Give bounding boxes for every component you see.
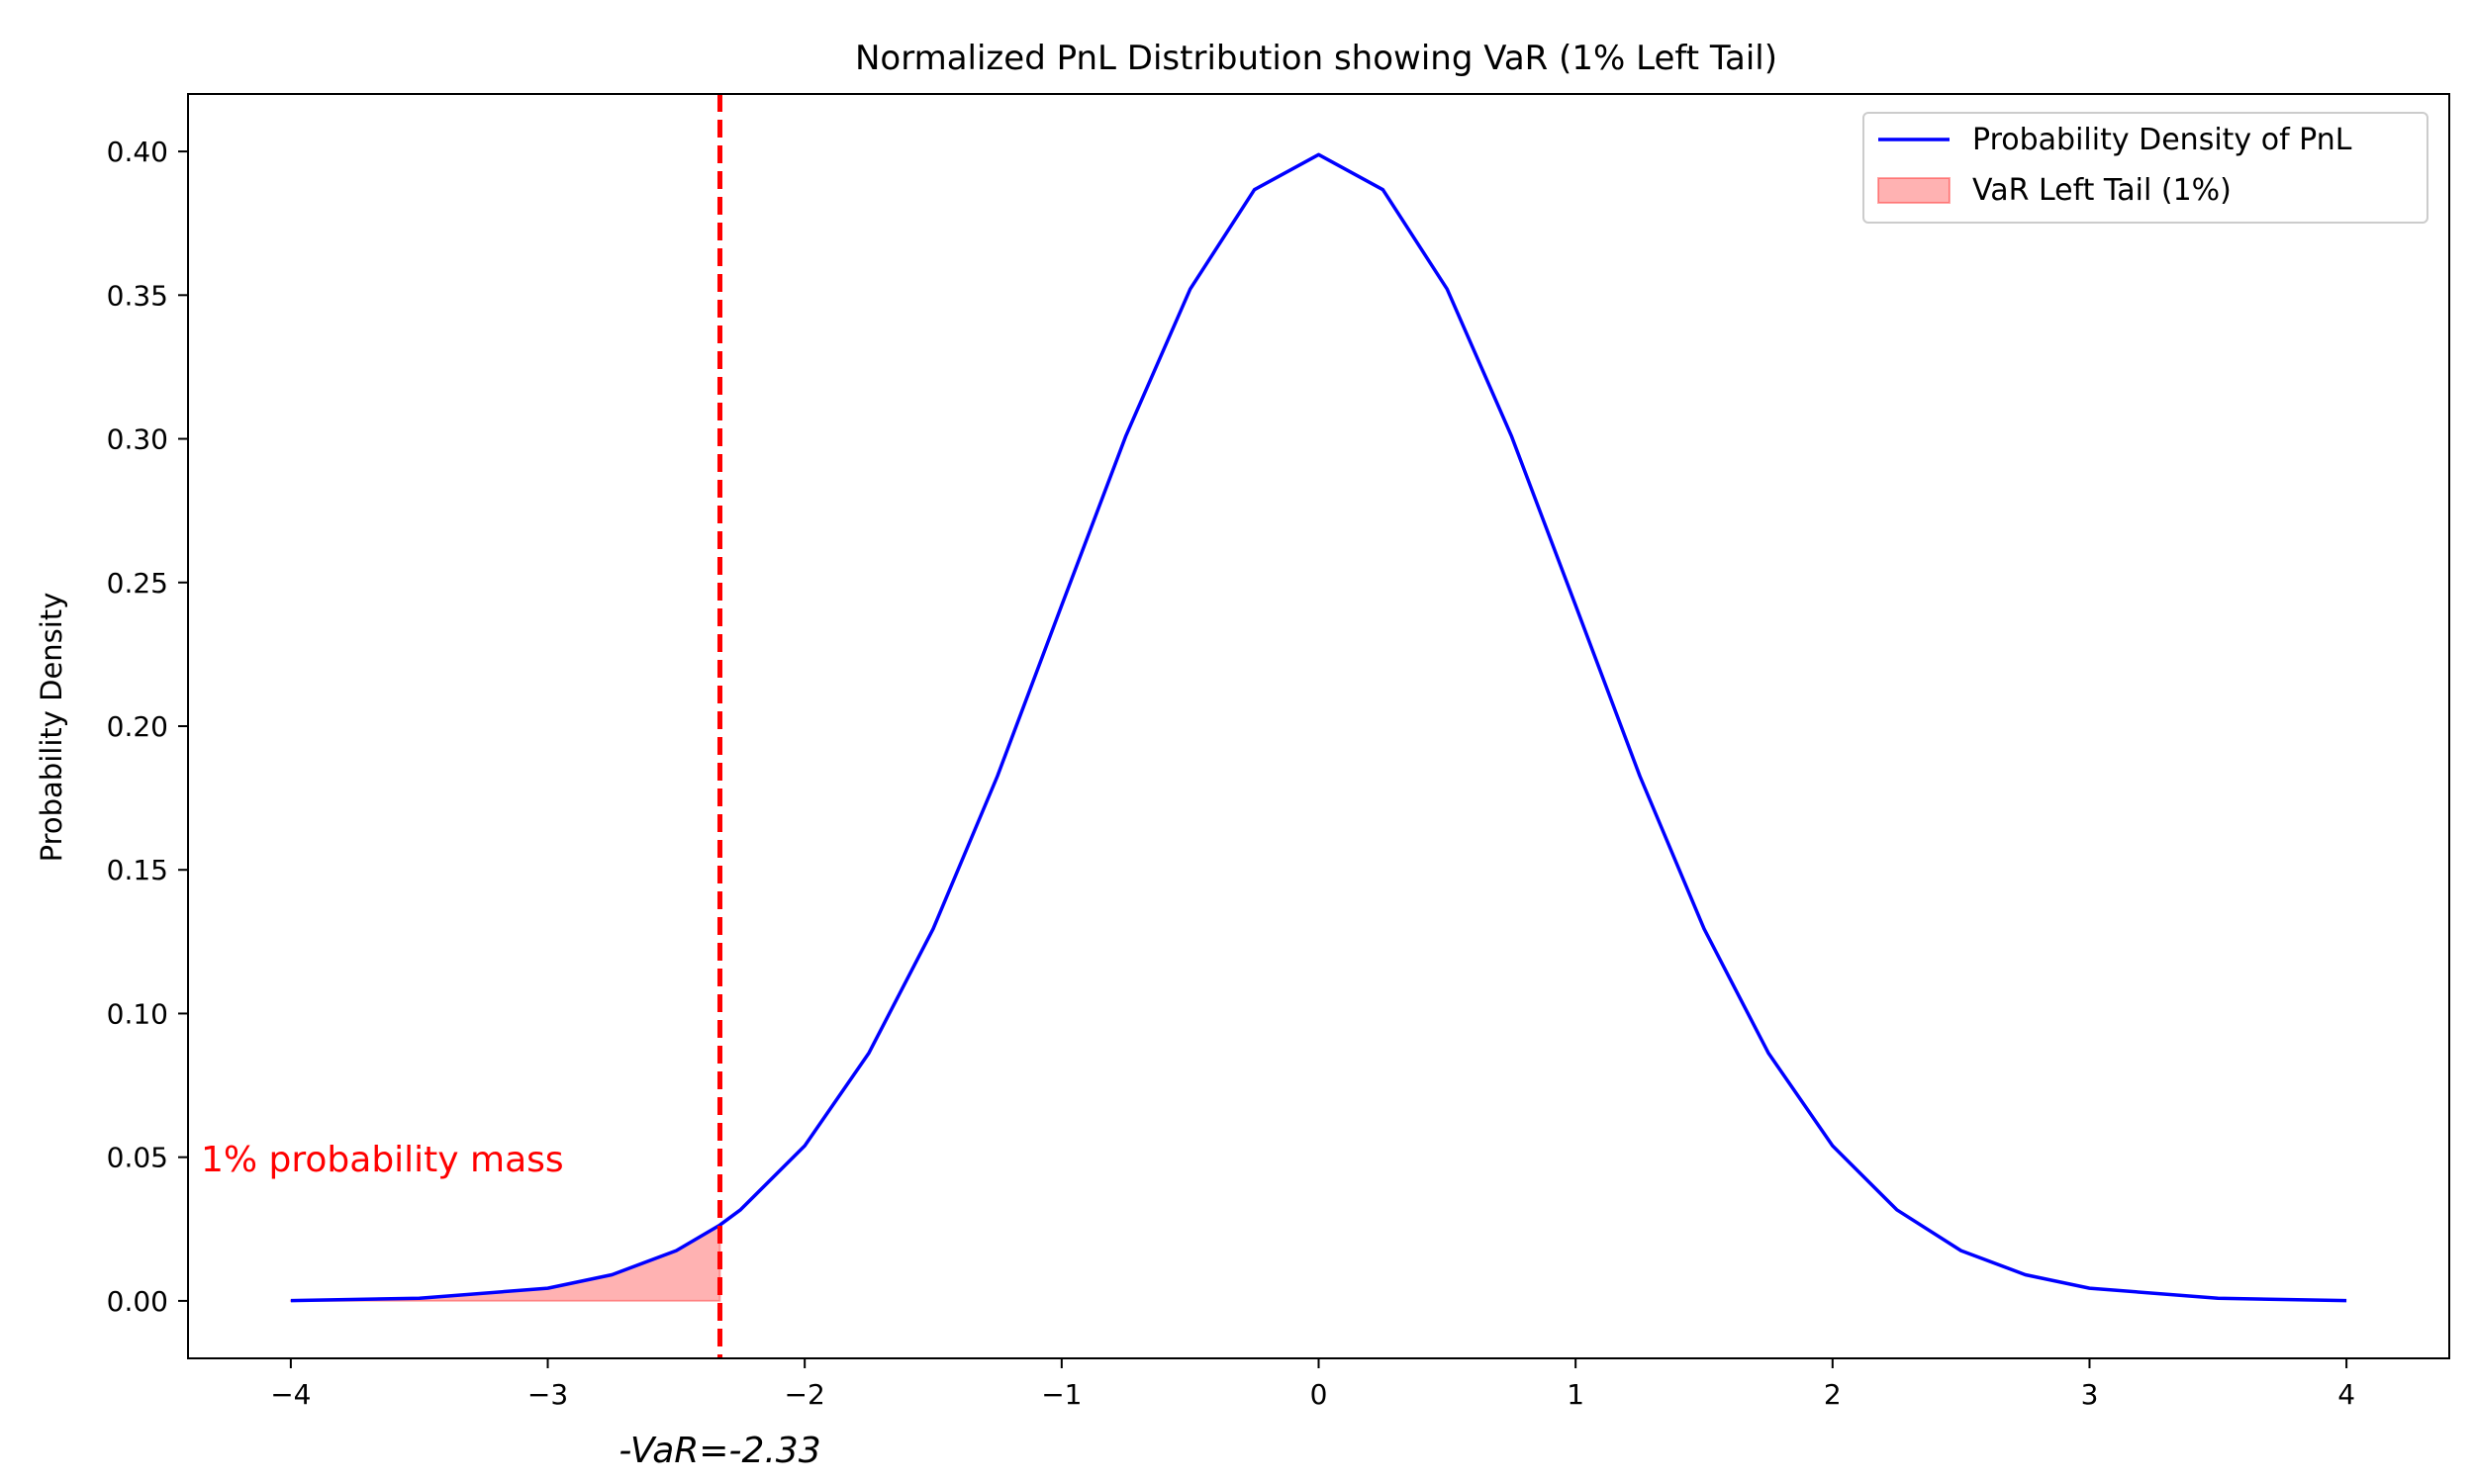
- x-tick-label: −3: [527, 1378, 568, 1411]
- var-tail-fill: [289, 1223, 721, 1302]
- x-tick-label: −4: [270, 1378, 311, 1411]
- legend-fill-swatch: [1877, 177, 1951, 204]
- y-tick-label: 0.40: [107, 136, 168, 168]
- annotation-var-value: -VaR=-2.33: [618, 1431, 820, 1471]
- y-tick-label: 0.10: [107, 997, 168, 1030]
- y-tick-label: 0.15: [107, 854, 168, 886]
- chart-title: Normalized PnL Distribution showing VaR …: [855, 39, 1777, 78]
- legend-frame: [1862, 112, 2428, 224]
- x-tick-label: −1: [1041, 1378, 1082, 1411]
- legend-label-density: Probability Density of PnL: [1972, 123, 2352, 157]
- x-tick-label: 1: [1567, 1378, 1584, 1411]
- y-tick-label: 0.35: [107, 279, 168, 312]
- legend: Probability Density of PnL VaR Left Tail…: [1862, 112, 2428, 224]
- x-tick-label: 3: [2081, 1378, 2099, 1411]
- legend-label-var-tail: VaR Left Tail (1%): [1972, 173, 2232, 208]
- x-tick-label: 4: [2337, 1378, 2355, 1411]
- annotation-probability-mass: 1% probability mass: [201, 1140, 564, 1180]
- x-tick-label: 0: [1310, 1378, 1328, 1411]
- y-tick-label: 0.20: [107, 710, 168, 743]
- y-tick-label: 0.30: [107, 423, 168, 456]
- plot-area: −4 −3 −2 −1 0 1 2 3 4 0.00 0.05 0.10 0.15 0.20 0.25 0.3…: [107, 93, 2450, 1471]
- x-tick-label: −2: [785, 1378, 825, 1411]
- y-tick-label: 0.25: [107, 567, 168, 600]
- density-curve: [290, 152, 2347, 1303]
- y-tick-label: 0.00: [107, 1285, 168, 1318]
- y-tick-label: 0.05: [107, 1142, 168, 1174]
- x-tick-label: 2: [1824, 1378, 1842, 1411]
- y-axis-label: Probability Density: [35, 593, 68, 863]
